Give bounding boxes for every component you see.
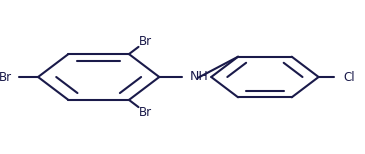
Text: Br: Br (139, 35, 151, 48)
Text: Br: Br (139, 106, 151, 119)
Text: NH: NH (189, 70, 208, 83)
Text: Cl: Cl (344, 71, 356, 83)
Text: Br: Br (0, 71, 12, 83)
